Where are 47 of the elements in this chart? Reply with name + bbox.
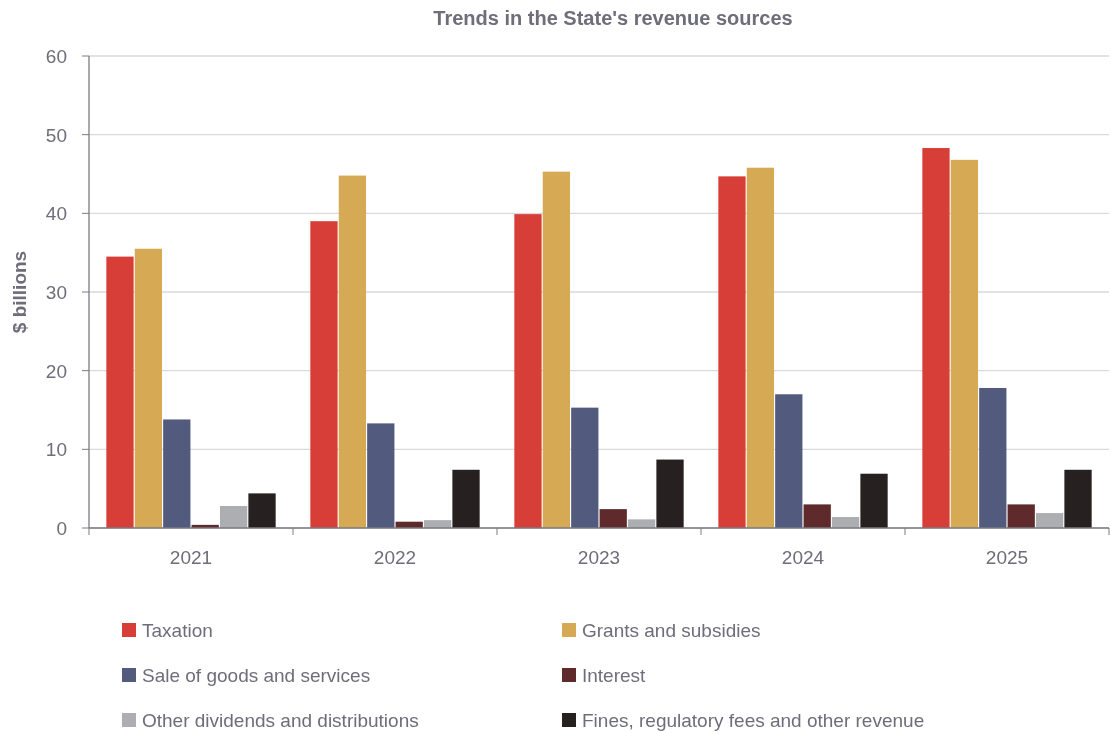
bar [746, 167, 775, 528]
bar [718, 176, 746, 528]
bar [627, 519, 656, 528]
legend-label: Fines, regulatory fees and other revenue [582, 710, 925, 731]
legend-label: Grants and subsidies [582, 620, 761, 641]
bar [571, 407, 599, 528]
bar [922, 148, 950, 528]
y-tick-label: 50 [45, 124, 67, 146]
y-tick-label: 0 [56, 518, 67, 539]
bar [248, 493, 276, 528]
y-tick-label: 20 [45, 360, 67, 382]
bar [106, 256, 134, 528]
bar [452, 469, 480, 528]
y-tick-label: 40 [45, 203, 67, 225]
bar [219, 505, 248, 528]
bar [979, 387, 1007, 528]
bar [1064, 469, 1092, 528]
x-tick-label: 2025 [985, 547, 1029, 568]
x-tick-label: 2023 [577, 547, 621, 568]
chart-title: Trends in the State's revenue sources [433, 7, 793, 29]
y-tick-label: 10 [45, 439, 67, 461]
bar [514, 214, 542, 528]
bar [134, 248, 163, 528]
x-tick-label: 2024 [781, 547, 825, 568]
y-axis-title: $ billions [9, 250, 30, 334]
bar [542, 171, 571, 528]
legend-label: Other dividends and distributions [142, 710, 419, 731]
legend-label: Interest [582, 665, 647, 686]
x-tick-label: 2021 [169, 547, 213, 568]
bar [860, 473, 888, 528]
legend-label: Taxation [142, 620, 213, 641]
x-tick-label: 2022 [373, 547, 417, 568]
bar [163, 419, 191, 528]
y-tick-label: 30 [45, 282, 67, 303]
bar [950, 159, 979, 528]
legend-label: Sale of goods and services [142, 665, 371, 686]
y-tick-label: 60 [45, 46, 67, 67]
bar [367, 423, 395, 528]
bar [803, 504, 831, 528]
bar [338, 175, 367, 528]
bar [310, 221, 338, 528]
bar [599, 509, 627, 528]
bar [1007, 504, 1035, 528]
bar [1035, 513, 1064, 528]
bar [656, 459, 684, 528]
bar [775, 394, 803, 528]
bar [831, 516, 860, 528]
